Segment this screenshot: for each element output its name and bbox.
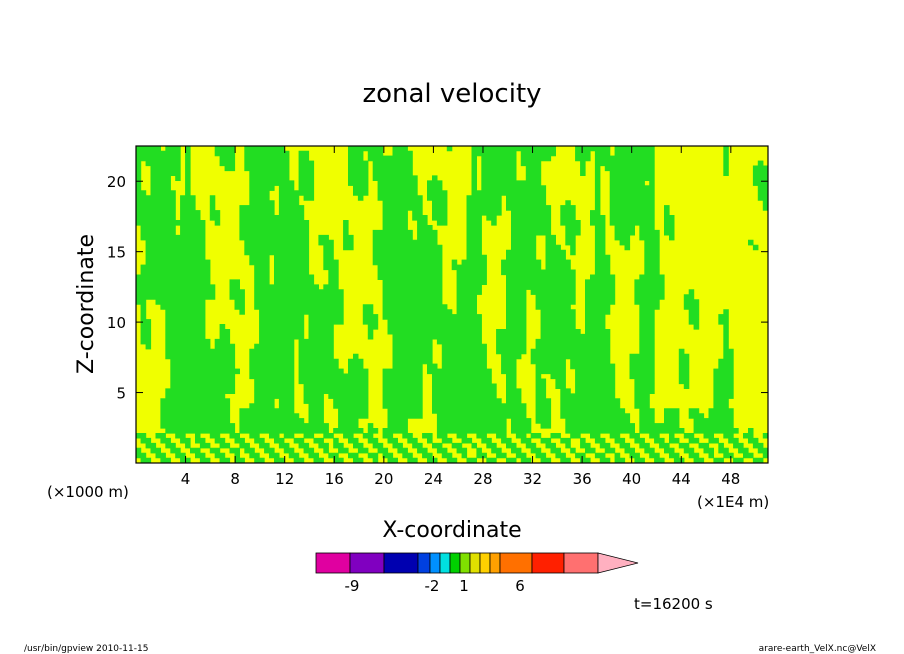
colorbar-swatch [429,552,441,574]
x-tick-label: 44 [672,470,691,488]
colorbar-labels: -9 -2 1 6 [345,577,525,595]
colorbar [315,552,639,574]
x-tick-label: 16 [325,470,344,488]
x-tick-label: 32 [523,470,542,488]
colorbar-swatch [459,552,471,574]
footer-left: /usr/bin/gpview 2010-11-15 [24,644,148,654]
velocity-field [136,146,768,463]
y-axis-label: Z-coordinate [74,234,99,374]
colorbar-swatch [449,552,461,574]
colorbar-label: 1 [459,577,469,595]
y-tick-label: 5 [116,385,126,403]
x-tick-label: 40 [622,470,641,488]
colorbar-swatch [417,552,431,574]
colorbar-swatch [563,552,599,574]
colorbar-swatch [349,552,385,574]
y-tick-label: 15 [107,244,126,262]
plot-frame [135,145,769,464]
y-tick-label: 10 [107,314,126,332]
plot-area [135,145,769,464]
x-tick-label: 20 [374,470,393,488]
x-tick-label: 36 [573,470,592,488]
negative-velocity-region [136,146,768,463]
colorbar-swatch [479,552,491,574]
x-tick-label: 28 [473,470,492,488]
colorbar-swatch [469,552,481,574]
x-unit-label: (×1E4 m) [697,493,769,511]
time-label: t=16200 s [634,595,713,613]
footer-right: arare-earth_VelX.nc@VelX [759,644,876,654]
y-unit-label: (×1000 m) [47,483,129,501]
x-axis-label: X-coordinate [382,518,521,543]
colorbar-swatch [531,552,565,574]
x-tick-label: 48 [721,470,740,488]
colorbar-arrow [597,552,639,574]
x-tick-label: 8 [230,470,240,488]
colorbar-label: -2 [425,577,440,595]
x-tick-label: 24 [424,470,443,488]
colorbar-label: 6 [515,577,525,595]
y-tick-label: 20 [107,173,126,191]
x-axis-ticks: 4 8 12 16 20 24 28 32 36 40 44 48 [181,146,740,488]
colorbar-swatch [383,552,419,574]
colorbar-swatch [489,552,501,574]
y-axis-ticks: 5 10 15 20 [107,173,768,403]
colorbar-swatch [499,552,533,574]
colorbar-label: -9 [345,577,360,595]
colorbar-swatch [439,552,451,574]
x-tick-label: 12 [275,470,294,488]
chart-title: zonal velocity [362,79,541,109]
x-tick-label: 4 [181,470,191,488]
colorbar-swatch [315,552,351,574]
